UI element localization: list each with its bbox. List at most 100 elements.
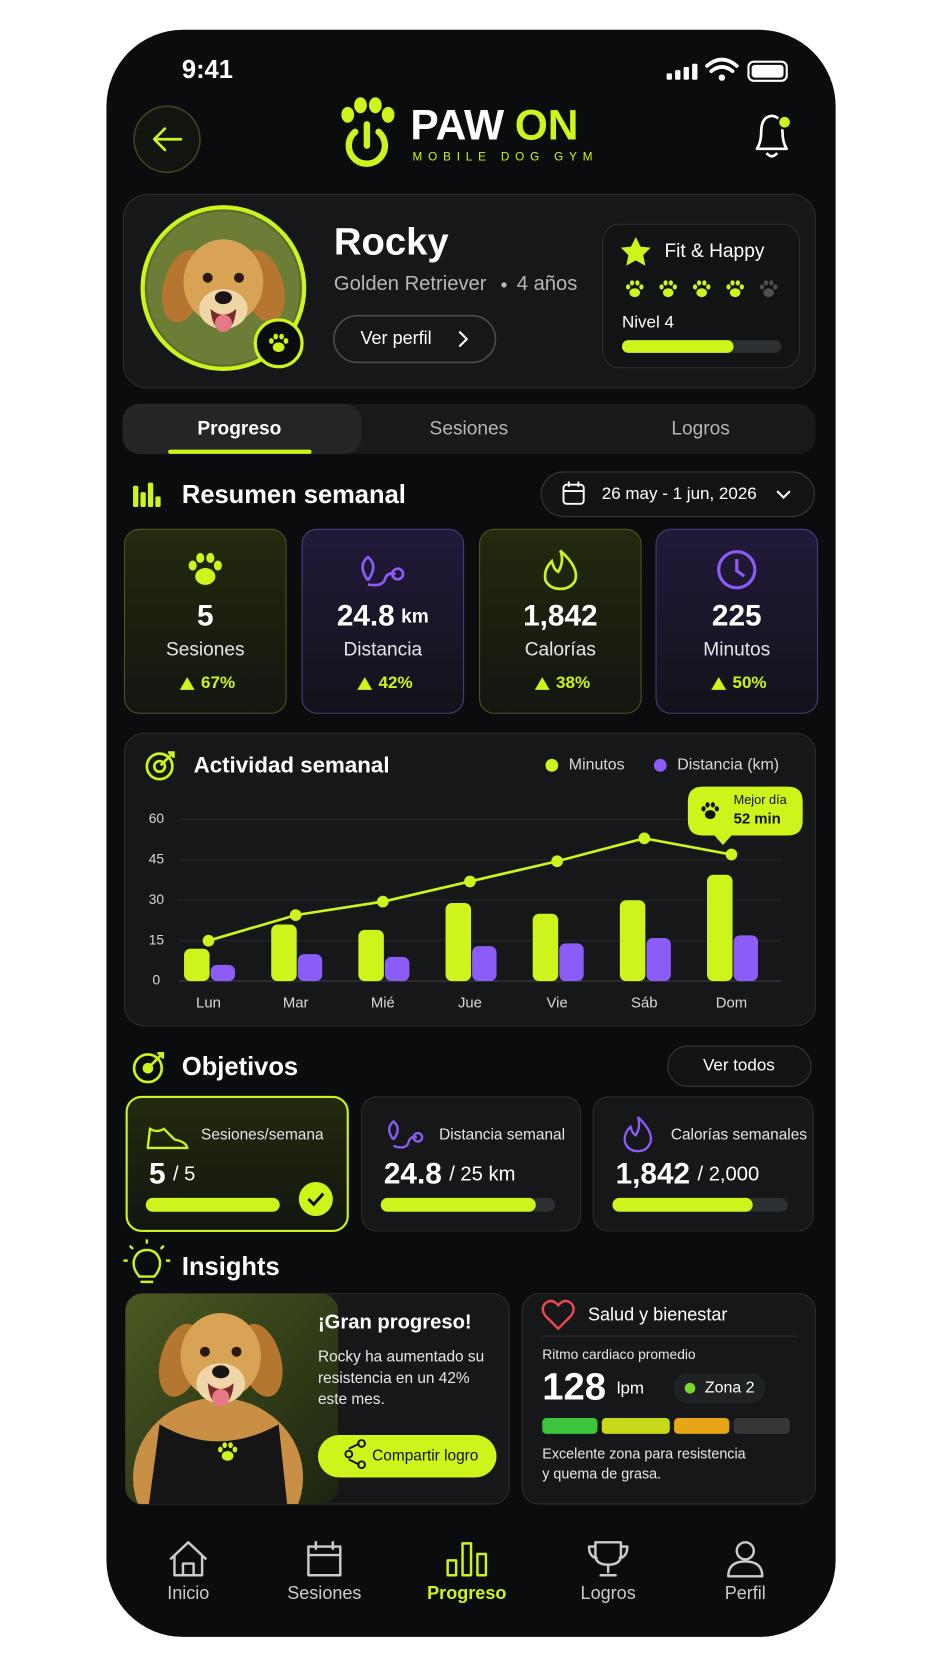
goal-value: 1,842 / 2,000 [616, 1157, 760, 1190]
stat-value: 5 [197, 599, 214, 632]
share-button[interactable] [317, 1434, 497, 1478]
bar [271, 924, 297, 982]
brand-name: PAW ON [410, 103, 578, 150]
status-time: 9:41 [182, 56, 233, 84]
heart-rate-unit: lpm [617, 1379, 644, 1398]
dog-harness [148, 1424, 288, 1505]
stat-value: 1,842 [523, 599, 597, 632]
zone-segment [601, 1417, 670, 1434]
health-card [521, 1293, 816, 1505]
tab-label[interactable]: Sesiones [430, 418, 509, 439]
nav-icon[interactable] [446, 1542, 488, 1577]
dog-info: Golden Retriever [334, 273, 487, 295]
insight-text-box: Rocky ha aumentado su resistencia en un … [318, 1349, 484, 1409]
tab-label[interactable]: Logros [671, 418, 729, 439]
nav-icon[interactable] [169, 1541, 208, 1577]
target-arrow [159, 751, 175, 767]
logo-toe [368, 97, 382, 114]
stat-number: 225 [712, 599, 762, 632]
level-fill [621, 340, 734, 353]
line-point [725, 848, 738, 861]
line-point [464, 875, 476, 888]
goal-current: 5 [149, 1157, 166, 1190]
zone-segment [542, 1417, 598, 1434]
section-icon-bar [133, 485, 139, 508]
calendar-icon-top [563, 481, 584, 493]
stat-change: 67% [201, 673, 235, 692]
section-icon-bar [147, 482, 154, 508]
legend-label: Minutos [569, 757, 625, 774]
bell-icon[interactable] [755, 114, 789, 158]
bar [646, 938, 671, 982]
heart-icon [541, 1299, 575, 1331]
share-label: Compartir logro [372, 1447, 478, 1464]
date-picker[interactable] [540, 471, 815, 518]
goal-value: 24.8 / 25 km [384, 1157, 516, 1190]
stat-label: Calorías [525, 640, 596, 661]
bar [184, 948, 210, 982]
back-arrow [152, 127, 183, 152]
goal-value: 5 / 5 [149, 1157, 195, 1190]
badge-star [620, 237, 651, 266]
y-tick-label: 45 [149, 851, 165, 867]
dot-separator [501, 282, 507, 288]
nav-icon[interactable] [587, 1541, 629, 1577]
health-title: Salud y bienestar [588, 1305, 727, 1325]
signal-bar [692, 63, 698, 80]
x-tick-label: Sáb [631, 995, 657, 1011]
zone-segment [733, 1417, 790, 1434]
brand-tagline: MOBILE DOG GYM [413, 150, 599, 163]
section-icon-bar [155, 496, 161, 508]
x-tick-label: Vie [547, 995, 568, 1011]
bulb-rays [123, 1239, 171, 1262]
annotation-value: 52 min [734, 811, 781, 827]
nav-icon[interactable] [307, 1541, 342, 1577]
nav-icon[interactable] [727, 1560, 764, 1578]
see-all-button[interactable] [667, 1045, 812, 1087]
summary-title: Resumen semanal [182, 481, 406, 509]
line-point [551, 855, 563, 868]
goal-label: Calorías semanales [671, 1126, 807, 1143]
stat-unit: km [401, 607, 429, 628]
stat-label: Sesiones [166, 640, 245, 661]
insight-title: ¡Gran progreso! [318, 1312, 472, 1334]
badge-level: Nivel 4 [622, 313, 674, 332]
bar [472, 946, 497, 982]
bar [384, 956, 410, 982]
health-subtitle: Ritmo cardiaco promedio [542, 1346, 696, 1362]
nav-label[interactable]: Logros [581, 1583, 636, 1603]
nav-label[interactable]: Sesiones [287, 1583, 361, 1603]
tab-label[interactable]: Progreso [197, 418, 281, 439]
brand-suffix: ON [515, 103, 579, 150]
nav-label[interactable]: Inicio [167, 1583, 209, 1603]
stat-up-arrow [534, 677, 550, 690]
goal-target: / 5 [173, 1164, 195, 1186]
legend-swatch [653, 758, 667, 772]
stat-up-arrow [179, 677, 195, 690]
nav-label[interactable]: Progreso [427, 1583, 506, 1603]
nav-label[interactable]: Perfil [725, 1583, 766, 1603]
dog-name: Rocky [334, 221, 450, 264]
zone-segment [674, 1417, 730, 1434]
goal-check [298, 1181, 333, 1216]
zone-pill [672, 1373, 766, 1404]
x-tick-label: Mié [371, 995, 395, 1011]
stat-card [479, 528, 642, 714]
stat-icon [717, 550, 757, 590]
annotation-title: Mejor día [734, 792, 788, 807]
goal-current: 1,842 [616, 1157, 690, 1190]
legend-label: Distancia (km) [677, 757, 779, 774]
goals-icon-arrow [148, 1052, 165, 1069]
profile-button[interactable] [333, 314, 497, 364]
y-tick-label: 15 [149, 931, 165, 947]
logo-toe [381, 106, 395, 123]
wifi-icon [705, 57, 739, 74]
badge-title: Fit & Happy [664, 241, 764, 262]
stat-change: 50% [733, 673, 767, 692]
stat-card [123, 528, 287, 714]
brand-prefix: PAW [410, 103, 505, 150]
stat-card [301, 528, 465, 714]
bar [210, 964, 236, 982]
stat-change: 38% [556, 673, 590, 692]
